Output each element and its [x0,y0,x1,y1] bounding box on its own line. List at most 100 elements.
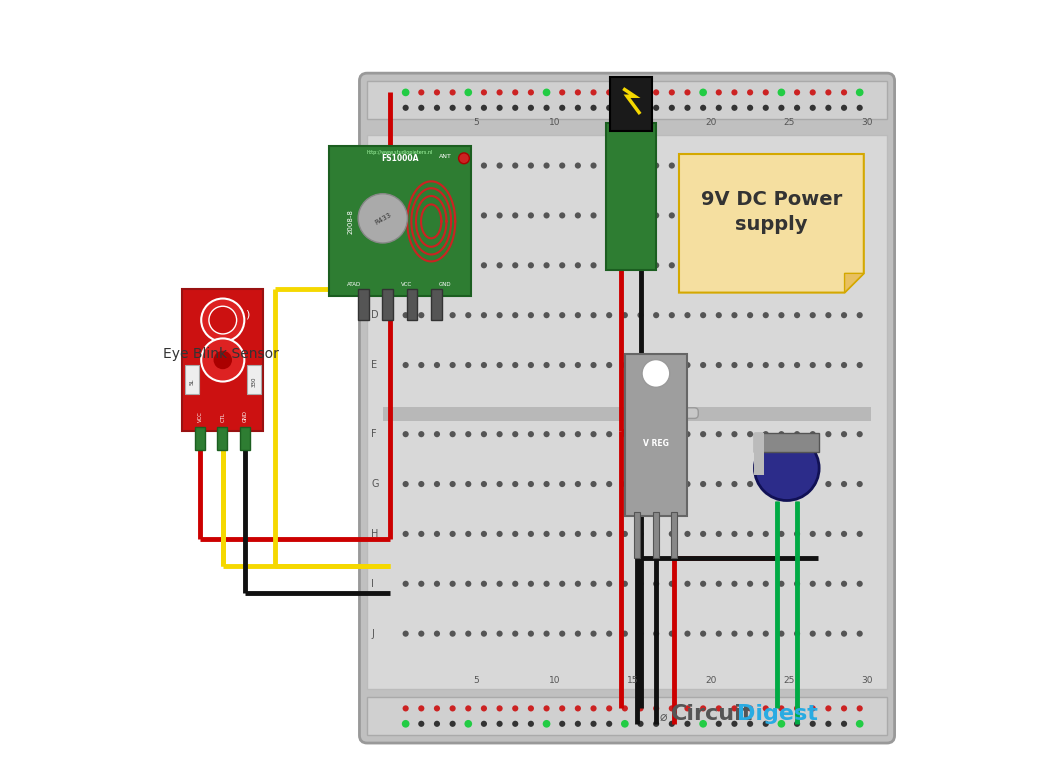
Circle shape [825,581,832,587]
Text: 10: 10 [549,118,560,127]
Circle shape [528,362,534,368]
Circle shape [434,89,440,95]
Circle shape [732,431,737,437]
Circle shape [747,312,753,318]
Circle shape [700,705,707,711]
Bar [671,512,677,558]
Bar [406,289,417,320]
Text: J: J [371,628,374,638]
Circle shape [825,631,832,637]
Circle shape [434,362,440,368]
Circle shape [449,721,456,727]
Circle shape [528,481,534,487]
Circle shape [716,362,721,368]
Circle shape [402,531,408,537]
Text: 9V DC Power
supply: 9V DC Power supply [700,190,842,234]
Circle shape [669,721,675,727]
Circle shape [732,362,737,368]
Circle shape [434,481,440,487]
Circle shape [512,89,519,95]
Circle shape [544,105,549,111]
Circle shape [857,631,863,637]
Circle shape [685,631,691,637]
Circle shape [762,105,769,111]
Circle shape [778,581,784,587]
Circle shape [560,362,565,368]
Circle shape [543,89,550,96]
Text: 20: 20 [706,676,717,685]
Circle shape [700,481,707,487]
Circle shape [590,721,596,727]
Circle shape [528,631,534,637]
Circle shape [825,263,832,269]
Bar [329,146,471,296]
Circle shape [732,705,737,711]
Circle shape [481,263,487,269]
Text: 5L: 5L [189,378,194,384]
Circle shape [732,721,737,727]
Circle shape [560,431,565,437]
Circle shape [685,481,691,487]
Text: 25: 25 [783,676,795,685]
Circle shape [778,431,784,437]
Circle shape [857,105,863,111]
Circle shape [794,581,800,587]
Circle shape [732,263,737,269]
Circle shape [481,481,487,487]
Circle shape [402,721,408,727]
Circle shape [622,705,628,711]
Circle shape [418,362,424,368]
Circle shape [685,581,691,587]
Text: F: F [371,429,377,439]
Circle shape [481,89,487,95]
Circle shape [794,631,800,637]
Circle shape [449,89,456,95]
Circle shape [856,720,863,728]
Circle shape [574,721,581,727]
Circle shape [841,312,847,318]
Circle shape [465,431,471,437]
Circle shape [202,299,245,342]
Circle shape [497,431,503,437]
Circle shape [402,362,408,368]
Circle shape [810,105,816,111]
Circle shape [449,431,456,437]
Circle shape [209,306,236,334]
Circle shape [637,431,644,437]
Text: 2008-8: 2008-8 [346,209,353,234]
Circle shape [528,531,534,537]
Text: 20: 20 [706,118,717,127]
Circle shape [402,481,408,487]
Circle shape [418,531,424,537]
Circle shape [755,436,819,500]
Circle shape [653,721,659,727]
Circle shape [512,721,519,727]
Text: D: D [371,310,379,320]
Text: VCC: VCC [401,283,413,287]
Circle shape [574,705,581,711]
Circle shape [653,631,659,637]
Circle shape [747,581,753,587]
Circle shape [544,263,549,269]
Circle shape [685,721,691,727]
Circle shape [794,105,800,111]
Circle shape [810,312,816,318]
Circle shape [449,213,456,219]
Circle shape [606,213,612,219]
Bar [430,289,442,320]
Text: FS1000A: FS1000A [381,154,419,162]
Circle shape [778,263,784,269]
Circle shape [465,89,471,95]
Text: 330: 330 [251,376,256,387]
Circle shape [622,481,628,487]
Text: 5: 5 [474,676,479,685]
Circle shape [841,213,847,219]
Circle shape [449,312,456,318]
Circle shape [560,105,565,111]
Circle shape [465,581,471,587]
Circle shape [762,631,769,637]
Circle shape [685,312,691,318]
Circle shape [528,105,534,111]
Circle shape [497,263,503,269]
Circle shape [762,263,769,269]
